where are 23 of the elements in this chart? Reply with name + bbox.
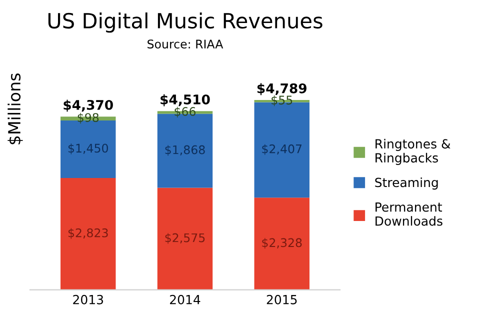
data-label: $1,868 [165,145,205,156]
data-label: $2,575 [165,233,205,244]
chart-title: US Digital Music Revenues [48,12,322,33]
data-label: $2,407 [262,144,302,155]
total-label: $4,789 [257,83,306,96]
y-axis-title: $Millions [8,73,23,144]
x-tick-label: 2015 [266,294,297,304]
total-label: $4,510 [160,94,210,106]
legend-label: Permanent Downloads [376,202,442,226]
bar [60,178,116,290]
total-label: $4,370 [64,100,113,112]
data-label: $55 [272,95,292,106]
data-label: $2,823 [68,228,108,239]
chart-subtitle: Source: RIAA [148,40,224,49]
data-label: $66 [174,106,196,118]
bar [157,188,213,290]
bar [254,198,310,290]
x-tick-label: 2013 [73,294,104,304]
legend-label: Streaming [375,177,438,190]
data-label: $1,450 [68,144,108,154]
legend-label: Ringtones & Ringbacks [376,138,450,165]
data-label: $2,328 [262,238,302,249]
x-tick-label: 2014 [170,294,200,304]
